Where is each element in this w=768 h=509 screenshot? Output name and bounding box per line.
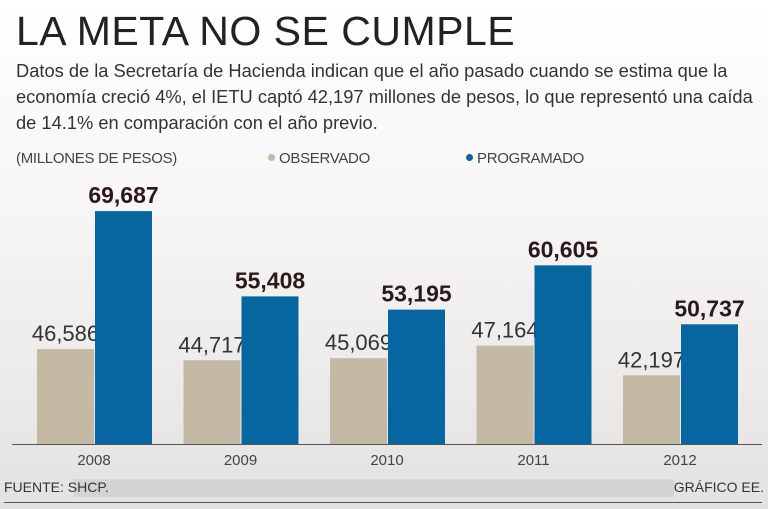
- data-label: 44,717: [178, 332, 245, 357]
- legend-label: PROGRAMADO: [477, 150, 585, 167]
- bar-observado-2008: [37, 349, 94, 444]
- data-label: 46,586: [32, 321, 99, 346]
- legend-programado: PROGRAMADO: [466, 150, 584, 167]
- data-label: 53,195: [381, 281, 452, 307]
- bar-observado-2011: [476, 345, 534, 444]
- legend-dot-programado: [466, 154, 473, 161]
- chart-subtitle: Datos de la Secretaría de Hacienda indic…: [16, 60, 753, 133]
- bar-programado-2010: [388, 309, 445, 444]
- bar-programado-2009: [241, 296, 299, 444]
- bar-observado-2009: [183, 360, 241, 444]
- data-label: 50,737: [674, 295, 744, 321]
- x-tick-label: 2010: [370, 452, 403, 469]
- data-label: 55,408: [235, 267, 306, 293]
- credit-note: GRÁFICO EE.: [673, 479, 764, 495]
- bar-programado-2012: [681, 324, 738, 444]
- x-tick-label: 2011: [517, 452, 549, 469]
- data-label: 42,197: [618, 347, 685, 372]
- x-tick-label: 2012: [663, 452, 696, 469]
- source-note: FUENTE: SHCP.: [4, 479, 109, 495]
- data-label: 47,164: [471, 318, 538, 343]
- footer-bar: [74, 479, 674, 497]
- data-label: 45,069: [325, 330, 392, 355]
- bar-programado-2011: [534, 265, 592, 444]
- legend-dot-observado: [268, 154, 275, 161]
- data-label: 69,687: [88, 182, 158, 208]
- legend-label: OBSERVADO: [279, 150, 370, 167]
- footer-divider: [4, 502, 762, 503]
- x-tick-label: 2008: [77, 452, 110, 469]
- x-tick-label: 2009: [224, 452, 257, 469]
- chart-title: LA META NO SE CUMPLE: [16, 8, 516, 54]
- y-axis-label: (MILLONES DE PESOS): [16, 150, 178, 167]
- data-label: 60,605: [528, 236, 599, 262]
- legend-observado: OBSERVADO: [268, 150, 370, 167]
- bar-observado-2012: [623, 375, 680, 444]
- bar-observado-2010: [330, 358, 387, 444]
- bar-programado-2008: [95, 211, 152, 444]
